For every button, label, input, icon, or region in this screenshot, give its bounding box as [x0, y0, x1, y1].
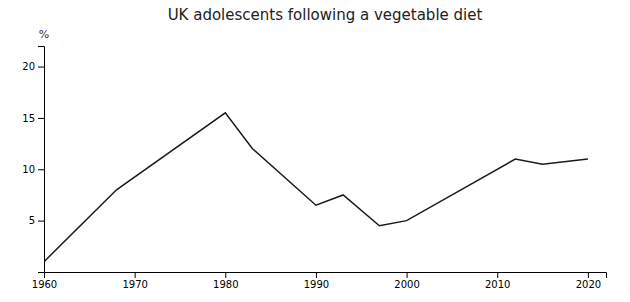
y-tick-label: 5: [29, 215, 35, 226]
y-tick-mark: [38, 169, 44, 170]
x-tick-mark: [588, 272, 589, 278]
x-tick: 1960: [32, 272, 57, 290]
y-tick-label: 15: [22, 113, 35, 124]
y-axis-line: [38, 47, 45, 273]
x-tick: 2010: [485, 272, 510, 290]
x-tick-label: 1960: [32, 279, 57, 290]
x-axis-line: [45, 273, 607, 279]
x-axis: 1960 1970 1980 1990 2000 2010 2020: [32, 272, 607, 290]
y-tick: 10: [22, 164, 44, 175]
data-line: [44, 113, 588, 262]
x-tick: 1980: [213, 272, 238, 290]
x-tick: 2020: [576, 272, 601, 290]
x-tick-label: 1990: [304, 279, 329, 290]
y-tick-mark: [38, 118, 44, 119]
marks: [44, 113, 588, 262]
x-tick-mark: [135, 272, 136, 278]
y-tick-label: 10: [22, 164, 35, 175]
chart-title: UK adolescents following a vegetable die…: [168, 6, 483, 24]
y-tick: 20: [22, 61, 44, 72]
y-tick-mark: [38, 221, 44, 222]
x-tick-mark: [225, 272, 226, 278]
x-tick-mark: [497, 272, 498, 278]
chart-container: 1960 1970 1980 1990 2000 2010 2020 5 10 15 20 UK ad…: [0, 0, 630, 302]
y-axis: 5 10 15 20: [22, 47, 44, 273]
x-tick-label: 1980: [213, 279, 238, 290]
y-tick: 5: [29, 215, 44, 226]
y-tick-label: 20: [22, 61, 35, 72]
x-tick: 1990: [304, 272, 329, 290]
y-tick-mark: [38, 67, 44, 68]
x-tick-label: 1970: [122, 279, 147, 290]
x-tick-label: 2010: [485, 279, 510, 290]
x-tick-mark: [407, 272, 408, 278]
x-tick: 1970: [122, 272, 147, 290]
x-tick-label: 2000: [394, 279, 419, 290]
x-tick: 2000: [394, 272, 419, 290]
x-tick-label: 2020: [576, 279, 601, 290]
chart-svg: 1960 1970 1980 1990 2000 2010 2020 5 10 15 20 UK ad…: [0, 0, 630, 302]
x-tick-mark: [316, 272, 317, 278]
y-axis-label: %: [39, 28, 49, 41]
plot-area: 1960 1970 1980 1990 2000 2010 2020 5 10 15 20: [22, 47, 606, 291]
y-tick: 15: [22, 113, 44, 124]
